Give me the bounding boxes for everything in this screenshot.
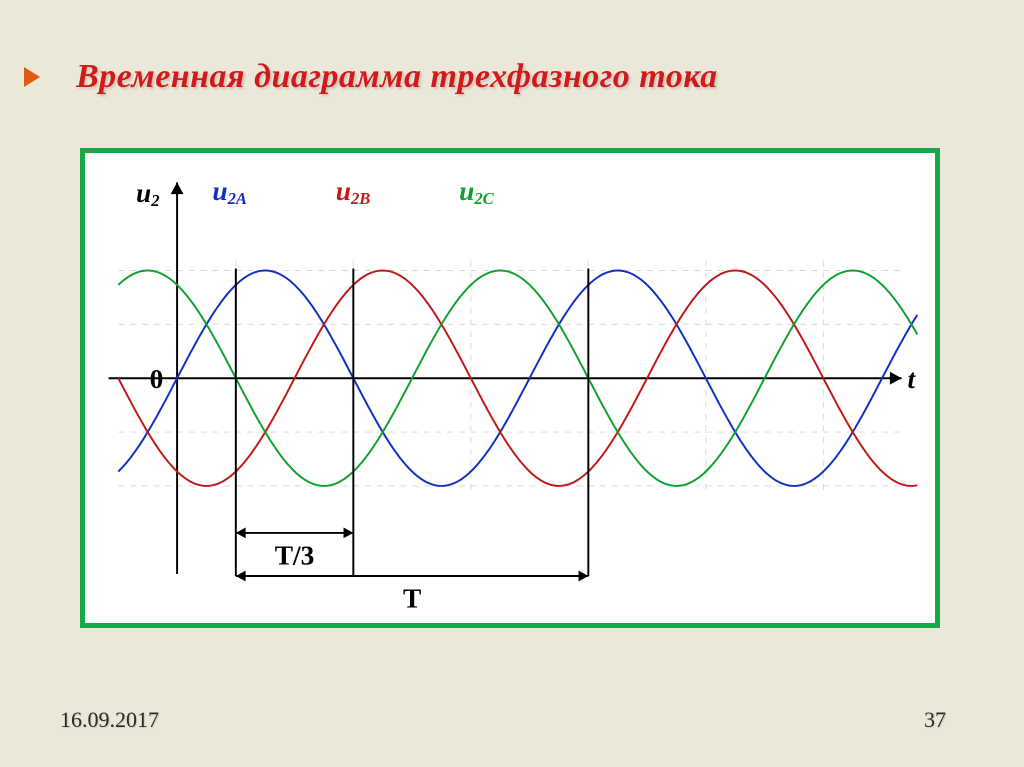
x-axis-label: t [908, 364, 917, 394]
period-third-label: T/3 [275, 540, 315, 570]
series-label-u2C: u2C [459, 176, 495, 208]
period-third-arrow-left-icon [236, 528, 246, 539]
origin-label: 0 [150, 364, 164, 394]
series-label-u2B: u2B [336, 176, 371, 208]
y-axis-arrow-icon [171, 182, 184, 194]
series-label-u2A: u2A [212, 176, 247, 208]
period-arrow-left-icon [236, 571, 246, 582]
three-phase-chart: u2 t 0 u2A u2B u2C T/3 T [85, 153, 935, 623]
slide-page-number: 37 [924, 707, 946, 733]
slide-date: 16.09.2017 [60, 707, 159, 733]
y-axis-label: u2 [136, 178, 160, 210]
period-label: T [403, 583, 421, 613]
period-third-arrow-right-icon [344, 528, 354, 539]
slide: Временная диаграмма трехфазного тока u2 t… [0, 0, 1024, 767]
chart-frame: u2 t 0 u2A u2B u2C T/3 T [80, 148, 940, 628]
title-row: Временная диаграмма трехфазного тока [24, 58, 1000, 96]
slide-title: Временная диаграмма трехфазного тока [76, 58, 718, 96]
period-arrow-right-icon [579, 571, 589, 582]
x-axis-arrow-icon [890, 372, 902, 385]
bullet-icon [24, 67, 40, 87]
